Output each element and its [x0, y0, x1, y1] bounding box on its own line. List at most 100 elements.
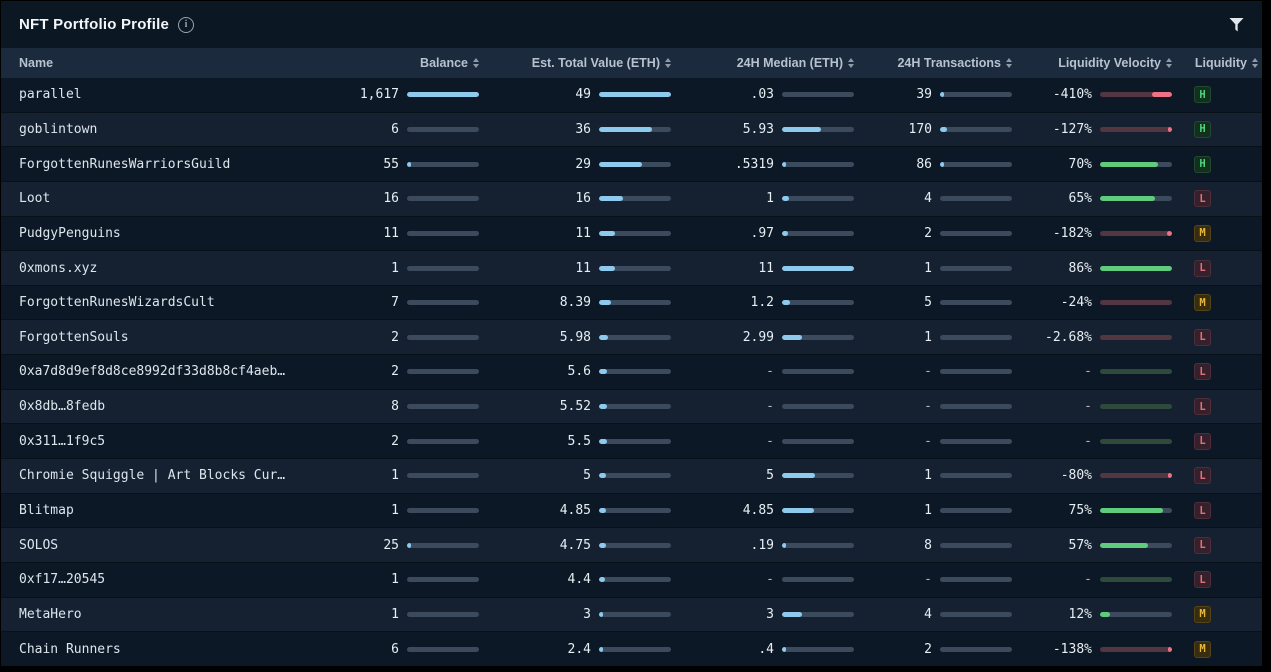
table-row[interactable]: goblintown 6 36 5.93 170 -127% H: [1, 112, 1262, 148]
est-total-value-cell: 2.4: [479, 642, 671, 657]
column-header-est-total-value-eth[interactable]: Est. Total Value (ETH): [479, 56, 671, 70]
est-total-value-cell: 11: [479, 261, 671, 276]
est-total-value: 11: [575, 260, 591, 276]
table-row[interactable]: Loot 16 16 1 4 65% L: [1, 181, 1262, 217]
balance-value: 1: [391, 260, 399, 276]
transactions-bar: [940, 473, 1012, 479]
column-header-liquidity-velocity[interactable]: Liquidity Velocity: [1012, 56, 1172, 70]
balance-bar: [407, 542, 479, 548]
transactions-bar: [940, 438, 1012, 444]
median-value: -: [766, 572, 774, 588]
sort-icon[interactable]: [1252, 58, 1258, 68]
collection-name[interactable]: ForgottenSouls: [19, 329, 129, 345]
transactions-bar: [940, 611, 1012, 617]
median-bar: [782, 542, 854, 548]
collection-name[interactable]: goblintown: [19, 121, 98, 137]
table-row[interactable]: ForgottenRunesWarriorsGuild 55 29 .5319 …: [1, 147, 1262, 182]
liquidity-badge: L: [1194, 259, 1211, 277]
transactions-value: 2: [924, 225, 932, 241]
column-header-24h-transactions[interactable]: 24H Transactions: [854, 56, 1012, 70]
median-value: .5319: [734, 156, 774, 172]
median-cell: -: [671, 572, 854, 587]
liquidity-velocity-bar: [1100, 230, 1172, 236]
balance-value: 1,617: [359, 87, 399, 103]
est-total-value-bar: [599, 404, 671, 410]
collection-name[interactable]: PudgyPenguins: [19, 225, 121, 241]
median-cell: .5319: [671, 157, 854, 172]
sort-icon[interactable]: [848, 58, 854, 68]
transactions-value: 5: [924, 295, 932, 311]
est-total-value: 8.39: [559, 295, 591, 311]
table-row[interactable]: Chromie Squiggle | Art Blocks Cur… 1 5 5…: [1, 459, 1262, 494]
balance-cell: 1: [329, 468, 479, 483]
table-row[interactable]: 0xf17…20545 1 4.4 - - - L: [1, 562, 1262, 598]
est-total-value: 3: [583, 606, 591, 622]
liquidity-cell: M: [1172, 640, 1258, 658]
liquidity-badge: M: [1194, 294, 1211, 312]
table-row[interactable]: 0xa7d8d9ef8d8ce8992df33d8b8cf4aeb… 2 5.6…: [1, 355, 1262, 390]
table-row[interactable]: ForgottenSouls 2 5.98 2.99 1 -2.68% L: [1, 320, 1262, 356]
table-row[interactable]: 0x8db…8fedb 8 5.52 - - - L: [1, 389, 1262, 425]
liquidity-velocity-bar: [1100, 646, 1172, 652]
table-row[interactable]: Chain Runners 6 2.4 .4 2 -138% M: [1, 632, 1262, 666]
sort-icon[interactable]: [1166, 58, 1172, 68]
collection-name[interactable]: 0x8db…8fedb: [19, 399, 106, 415]
table-row[interactable]: 0x311…1f9c5 2 5.5 - - - L: [1, 424, 1262, 460]
panel-titlebar: NFT Portfolio Profile i: [1, 1, 1262, 48]
liquidity-velocity-bar: [1100, 404, 1172, 410]
sort-icon[interactable]: [473, 58, 479, 68]
collection-name[interactable]: ForgottenRunesWarriorsGuild: [19, 156, 231, 172]
collection-name[interactable]: parallel: [19, 87, 82, 103]
median-value: 1.2: [750, 295, 774, 311]
collection-name[interactable]: Chain Runners: [19, 641, 121, 657]
collection-name[interactable]: MetaHero: [19, 606, 82, 622]
transactions-cell: -: [854, 399, 1012, 414]
collection-name[interactable]: ForgottenRunesWizardsCult: [19, 295, 215, 311]
collection-name[interactable]: 0x311…1f9c5: [19, 433, 106, 449]
balance-cell: 16: [329, 191, 479, 206]
est-total-value-bar: [599, 92, 671, 98]
est-total-value: 36: [575, 121, 591, 137]
liquidity-badge: M: [1194, 640, 1211, 658]
liquidity-velocity-cell: -: [1012, 434, 1172, 449]
column-header-liquidity[interactable]: Liquidity: [1172, 56, 1258, 70]
est-total-value-bar: [599, 369, 671, 375]
median-value: 2.99: [742, 329, 774, 345]
sort-icon[interactable]: [1006, 58, 1012, 68]
column-label: Liquidity Velocity: [1058, 56, 1161, 70]
table-row[interactable]: Blitmap 1 4.85 4.85 1 75% L: [1, 493, 1262, 529]
balance-value: 2: [391, 329, 399, 345]
balance-cell: 2: [329, 330, 479, 345]
table-row[interactable]: MetaHero 1 3 3 4 12% M: [1, 597, 1262, 633]
collection-name[interactable]: 0xmons.xyz: [19, 260, 98, 276]
table-row[interactable]: 0xmons.xyz 1 11 11 1 86% L: [1, 251, 1262, 286]
collection-name[interactable]: SOLOS: [19, 537, 59, 553]
collection-name[interactable]: 0xa7d8d9ef8d8ce8992df33d8b8cf4aeb…: [19, 364, 286, 380]
sort-icon[interactable]: [665, 58, 671, 68]
table-row[interactable]: parallel 1,617 49 .03 39 -410% H: [1, 78, 1262, 113]
median-cell: -: [671, 434, 854, 449]
est-total-value: 49: [575, 87, 591, 103]
est-total-value-cell: 36: [479, 122, 671, 137]
liquidity-velocity-cell: -182%: [1012, 226, 1172, 241]
collection-name[interactable]: Loot: [19, 191, 51, 207]
table-row[interactable]: PudgyPenguins 11 11 .97 2 -182% M: [1, 216, 1262, 252]
table-row[interactable]: SOLOS 25 4.75 .19 8 57% L: [1, 528, 1262, 563]
median-value: .19: [750, 537, 774, 553]
transactions-bar: [940, 230, 1012, 236]
liquidity-badge: L: [1194, 190, 1211, 208]
balance-value: 1: [391, 503, 399, 518]
transactions-value: 1: [924, 260, 932, 276]
transactions-cell: 2: [854, 642, 1012, 657]
balance-value: 2: [391, 364, 399, 380]
filter-icon[interactable]: [1229, 17, 1244, 32]
collection-name[interactable]: Chromie Squiggle | Art Blocks Cur…: [19, 468, 286, 484]
median-value: .97: [750, 225, 774, 241]
collection-name[interactable]: 0xf17…20545: [19, 572, 106, 588]
est-total-value-cell: 5.5: [479, 434, 671, 449]
table-row[interactable]: ForgottenRunesWizardsCult 7 8.39 1.2 5 -…: [1, 285, 1262, 321]
info-icon[interactable]: i: [178, 16, 195, 33]
collection-name[interactable]: Blitmap: [19, 503, 74, 518]
column-header-24h-median-eth[interactable]: 24H Median (ETH): [671, 56, 854, 70]
column-header-balance[interactable]: Balance: [329, 56, 479, 70]
